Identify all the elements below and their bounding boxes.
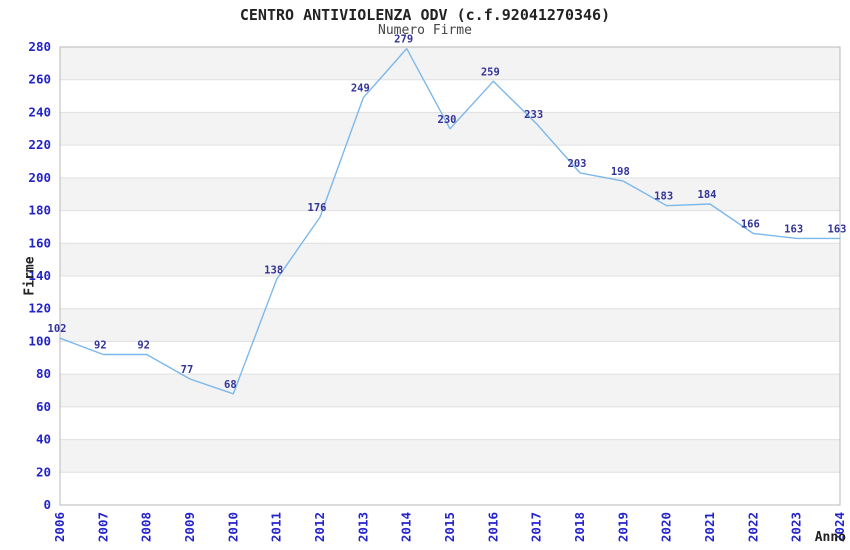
x-tick-labels: 2006 2007 2008 2009 2010 2011 2012 2013 2014 2015…	[52, 512, 847, 542]
point-label: 259	[481, 66, 500, 78]
x-tick-label: 2024	[832, 512, 847, 542]
x-axis-title: Anno	[814, 530, 846, 545]
point-label: 249	[351, 83, 370, 95]
plot-band	[60, 308, 840, 342]
plot-band	[60, 374, 840, 407]
y-tick-label: 60	[36, 399, 51, 414]
point-label: 230	[438, 114, 457, 126]
x-tick-label: 2008	[139, 512, 154, 542]
plot-band	[60, 177, 840, 211]
x-tick-label: 2017	[529, 512, 544, 542]
y-tick-label: 220	[28, 137, 51, 152]
point-label: 279	[394, 34, 413, 46]
y-tick-label: 120	[28, 301, 51, 316]
y-tick-label: 200	[28, 170, 51, 185]
y-tick-labels: 0 20 40 60 80 100 120 140 160 180 200 220 240 260 280	[28, 39, 51, 512]
point-label: 183	[654, 191, 673, 203]
x-tick-label: 2018	[572, 512, 587, 542]
x-tick-label: 2011	[269, 512, 284, 542]
y-tick-label: 40	[36, 432, 51, 447]
y-tick-label: 280	[28, 39, 51, 54]
y-tick-label: 180	[28, 203, 51, 218]
point-label: 102	[48, 323, 67, 335]
point-label: 163	[784, 223, 803, 235]
x-tick-label: 2010	[225, 512, 240, 542]
x-tick-label: 2015	[442, 512, 457, 542]
x-tick-label: 2016	[485, 512, 500, 542]
x-tick-label: 2013	[355, 512, 370, 542]
y-tick-label: 260	[28, 72, 51, 87]
x-tick-label: 2006	[52, 512, 67, 542]
chart-title: CENTRO ANTIVIOLENZA ODV (c.f.92041270346…	[239, 6, 611, 24]
x-tick-label: 2009	[182, 512, 197, 542]
y-tick-label: 140	[28, 268, 51, 283]
point-label: 163	[828, 223, 847, 235]
point-label: 203	[568, 158, 587, 170]
point-label: 184	[698, 189, 717, 201]
x-tick-label: 2014	[399, 512, 414, 542]
point-label: 176	[308, 202, 327, 214]
point-label: 166	[741, 218, 760, 230]
y-tick-label: 0	[43, 497, 51, 512]
y-axis-title: Firme	[22, 256, 38, 296]
y-tick-label: 100	[28, 333, 51, 348]
x-tick-label: 2019	[615, 512, 630, 542]
y-tick-label: 80	[36, 366, 51, 381]
y-tick-label: 20	[36, 464, 51, 479]
x-tick-label: 2012	[312, 512, 327, 542]
plot-bands	[60, 47, 840, 473]
point-label: 92	[94, 340, 107, 352]
point-label: 68	[224, 379, 237, 391]
x-tick-label: 2022	[745, 512, 760, 542]
series-line	[59, 47, 841, 395]
plot-band	[60, 439, 840, 473]
plot-border	[59, 46, 841, 506]
plot-band	[60, 243, 840, 276]
point-label: 92	[137, 340, 150, 352]
point-label: 233	[524, 109, 543, 121]
x-tick-label: 2023	[789, 512, 804, 542]
chart-subtitle: Numero Firme	[378, 23, 472, 38]
x-tick-label: 2007	[95, 512, 110, 542]
x-tick-label: 2021	[702, 512, 717, 542]
point-label: 77	[181, 364, 194, 376]
x-tick-label: 2020	[659, 512, 674, 542]
y-tick-label: 240	[28, 104, 51, 119]
point-labels: 102 92 92 77 68 138 176 249 279 230 259 233 203 198 18…	[48, 34, 847, 391]
y-tick-label: 160	[28, 235, 51, 250]
point-label: 198	[611, 166, 630, 178]
point-label: 138	[264, 264, 283, 276]
plot-band	[60, 47, 840, 80]
